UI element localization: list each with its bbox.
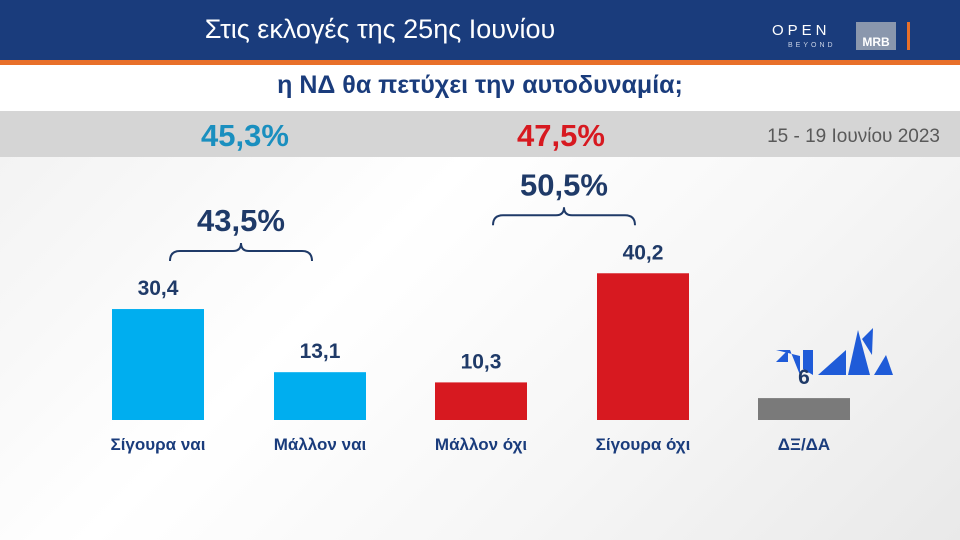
bar-value-label: 30,4 bbox=[138, 277, 179, 300]
total-yes: 45,3% bbox=[201, 118, 289, 153]
bar-3 bbox=[435, 382, 527, 420]
mrb-logo: MRB bbox=[856, 22, 896, 50]
open-logo: OPEN bbox=[772, 22, 831, 39]
category-label: ΔΞ/ΔΑ bbox=[778, 435, 830, 454]
group-brace bbox=[169, 242, 313, 262]
survey-date: 15 - 19 Ιουνίου 2023 bbox=[767, 126, 940, 147]
bar-1 bbox=[112, 309, 204, 420]
total-no: 47,5% bbox=[517, 118, 605, 153]
group-brace bbox=[492, 207, 636, 226]
bar-5 bbox=[758, 398, 850, 420]
header-title: Στις εκλογές της 25ης Ιουνίου bbox=[204, 14, 556, 44]
nd-party-logo-icon bbox=[776, 328, 893, 375]
bar-value-label: 10,3 bbox=[461, 350, 502, 373]
category-label: Μάλλον ναι bbox=[274, 435, 367, 454]
group-total-label: 43,5% bbox=[197, 203, 285, 238]
totals-strip: 45,3% 47,5% 15 - 19 Ιουνίου 2023 bbox=[0, 111, 960, 157]
category-label: Σίγουρα ναι bbox=[111, 435, 206, 454]
question-subtitle: η ΝΔ θα πετύχει την αυτοδυναμία; bbox=[0, 65, 960, 111]
chart-area: 30,4 Σίγουρα ναι 13,1 Μάλλον ναι 10,3 Μάλλον … bbox=[0, 157, 960, 540]
bar-2 bbox=[274, 372, 366, 420]
bar-chart: 30,4 Σίγουρα ναι 13,1 Μάλλον ναι 10,3 Μάλλον … bbox=[111, 167, 893, 454]
category-label: Σίγουρα όχι bbox=[596, 435, 691, 454]
header-accent-line bbox=[0, 60, 960, 65]
bar-value-label: 13,1 bbox=[300, 340, 341, 363]
bar-value-label: 40,2 bbox=[623, 241, 664, 264]
group-total-label: 50,5% bbox=[520, 167, 608, 202]
header-bar: Στις εκλογές της 25ης Ιουνίου OPEN BEYON… bbox=[0, 0, 960, 60]
bar-value-label: 6 bbox=[798, 366, 810, 389]
header-separator bbox=[907, 22, 910, 50]
open-logo-subtext: BEYOND bbox=[788, 42, 836, 49]
category-label: Μάλλον όχι bbox=[435, 435, 527, 454]
bar-4 bbox=[597, 273, 689, 420]
